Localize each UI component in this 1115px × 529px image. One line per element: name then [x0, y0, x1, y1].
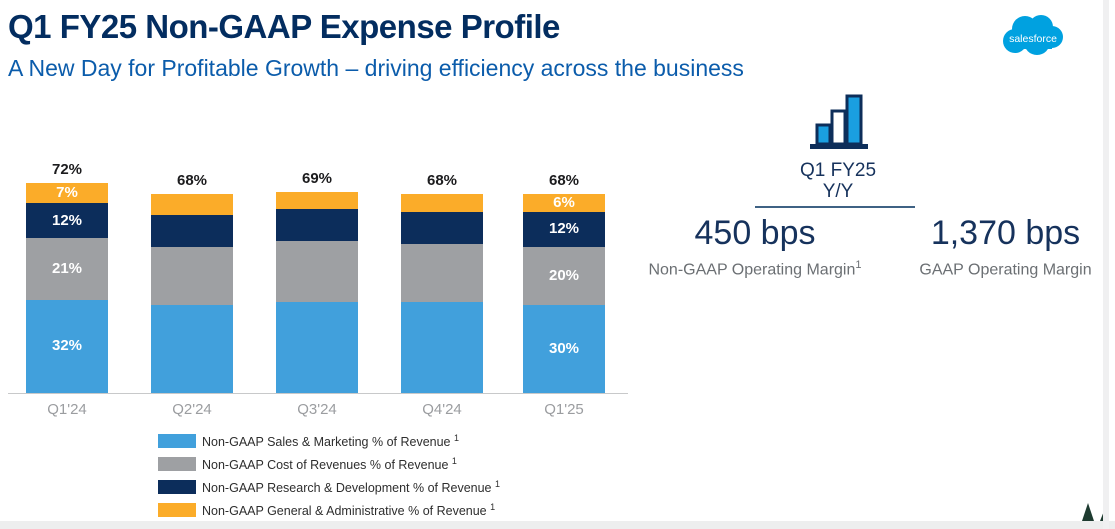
bar-segment [401, 194, 483, 212]
legend-label: Non-GAAP General & Administrative % of R… [202, 502, 496, 519]
bar-segment: 12% [26, 203, 108, 239]
x-axis-label: Q1'24 [47, 401, 87, 418]
bar-segment: 20% [523, 247, 605, 306]
legend-swatch [158, 480, 196, 494]
panel-divider [755, 206, 915, 208]
bar-segment-label: 21% [51, 259, 83, 277]
bar-segment [276, 241, 358, 303]
bar-segment: 12% [523, 211, 605, 247]
bar-segment-label: 12% [548, 220, 580, 238]
bar-total-label: 69% [301, 169, 333, 187]
bar-segment-label: 12% [51, 211, 83, 229]
bar-segment [401, 244, 483, 303]
bar-segment-label: 30% [548, 340, 580, 358]
x-axis-label: Q3'24 [297, 401, 337, 418]
bar-segment [151, 214, 233, 247]
stat-value: 1,370 bps [930, 214, 1081, 252]
slide-edge-bottom [0, 521, 1115, 529]
page-subtitle: A New Day for Profitable Growth – drivin… [8, 55, 744, 81]
tree-icon [1082, 503, 1094, 521]
operating-margin-panel: Q1 FY25 Y/Y 450 bps Non-GAAP Operating M… [630, 90, 1112, 290]
non-gaap-margin-stat: 450 bps Non-GAAP Operating Margin1 [630, 214, 880, 279]
bar-segment [276, 209, 358, 242]
bar-segment [276, 302, 358, 393]
stat-label: GAAP Operating Margin [919, 261, 1092, 279]
period-label: Q1 FY25 Y/Y [758, 160, 918, 202]
legend-swatch [158, 434, 196, 448]
bar-segment [401, 211, 483, 245]
period-line1: Q1 FY25 [799, 160, 877, 181]
salesforce-logo-icon: salesforce [1000, 12, 1066, 64]
legend-swatch [158, 457, 196, 471]
bar-segment-label: 6% [553, 194, 575, 212]
bar-total-label: 68% [176, 172, 208, 190]
bar-segment: 6% [523, 194, 605, 212]
bar-segment [401, 302, 483, 393]
bar-segment [151, 305, 233, 393]
x-axis-label: Q2'24 [172, 401, 212, 418]
slide-edge-right [1103, 0, 1109, 529]
x-axis-label: Q4'24 [422, 401, 462, 418]
x-axis-line [8, 393, 628, 394]
stat-label: Non-GAAP Operating Margin1 [648, 259, 862, 279]
legend-label: Non-GAAP Cost of Revenues % of Revenue 1 [202, 456, 457, 473]
expense-profile-chart: 32% 21% 12% 7% 72% Q1'24 68% Q2'24 69% Q3'24 68% Q4… [8, 160, 628, 519]
bar-total-label: 68% [548, 172, 580, 190]
legend-label: Non-GAAP Sales & Marketing % of Revenue … [202, 433, 459, 450]
bar-segment [151, 194, 233, 215]
legend-label: Non-GAAP Research & Development % of Rev… [202, 479, 500, 496]
bar-segment-label: 32% [51, 337, 83, 355]
bar-segment [276, 191, 358, 210]
bar-segment-label: 20% [548, 267, 580, 285]
bar-segment: 32% [26, 299, 108, 393]
bar-segment: 30% [523, 305, 605, 393]
bar-segment-label: 7% [56, 183, 78, 201]
bar-total-label: 72% [51, 160, 83, 178]
gaap-margin-stat: 1,370 bps GAAP Operating Margin [898, 214, 1113, 279]
legend-swatch [158, 503, 196, 517]
salesforce-logo-text: salesforce [1009, 33, 1057, 45]
page-title: Q1 FY25 Non-GAAP Expense Profile [8, 8, 560, 45]
bar-segment: 21% [26, 238, 108, 300]
bar-segment: 7% [26, 182, 108, 204]
x-axis-label: Q1'25 [544, 401, 584, 418]
bar-growth-icon [808, 92, 870, 152]
bar-total-label: 68% [426, 172, 458, 190]
period-line2: Y/Y [822, 181, 854, 202]
bar-segment [151, 247, 233, 306]
stat-value: 450 bps [694, 214, 816, 252]
